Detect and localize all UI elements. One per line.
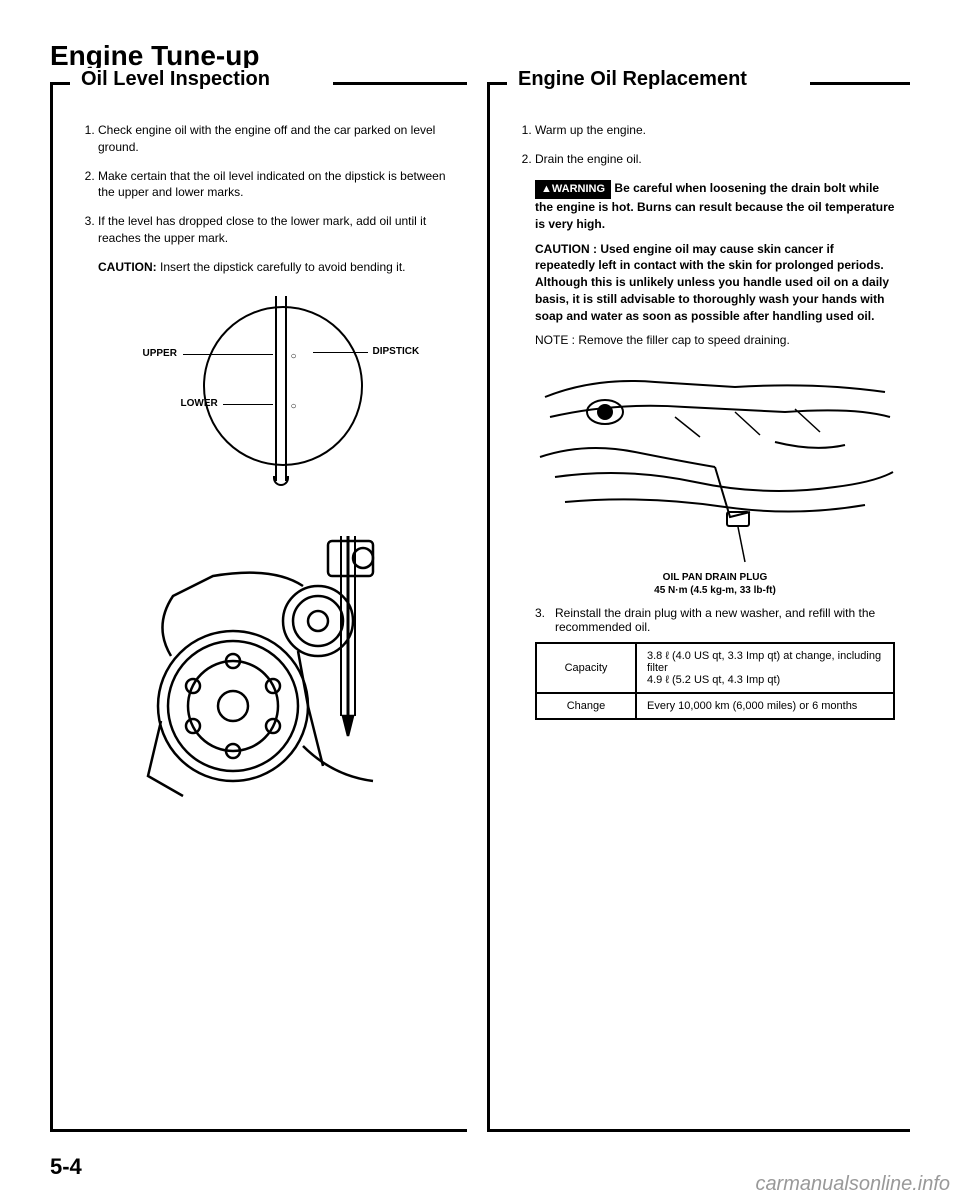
engine-svg — [123, 526, 403, 806]
cell-capacity-value: 3.8 ℓ (4.0 US qt, 3.3 Imp qt) at change,… — [636, 643, 894, 693]
left-section-title: Oil Level Inspection — [81, 68, 270, 90]
caution-text: Insert the dipstick carefully to avoid b… — [160, 260, 405, 274]
cell-change-label: Change — [536, 693, 636, 719]
left-step-3: If the level has dropped close to the lo… — [98, 213, 452, 247]
caution-label: CAUTION: — [98, 260, 157, 274]
table-row: Capacity 3.8 ℓ (4.0 US qt, 3.3 Imp qt) a… — [536, 643, 894, 693]
right-step-2: Drain the engine oil. — [535, 151, 895, 168]
lower-line — [223, 404, 273, 405]
note-text: Remove the filler cap to speed draining. — [578, 333, 789, 347]
left-step-2: Make certain that the oil level indicate… — [98, 168, 452, 202]
label-lower: LOWER — [181, 398, 218, 409]
step3-text: Reinstall the drain plug with a new wash… — [555, 606, 895, 634]
page: Engine Tune-up Oil Level Inspection Chec… — [0, 0, 960, 1200]
step-3: 3. Reinstall the drain plug with a new w… — [535, 606, 895, 634]
mark-upper: ○ — [291, 351, 297, 362]
warning-badge: ▲WARNING — [535, 180, 611, 199]
columns: Oil Level Inspection Check engine oil wi… — [50, 82, 910, 1132]
right-steps-a: Warm up the engine. Drain the engine oil… — [510, 122, 895, 168]
label-upper: UPPER — [143, 348, 177, 359]
plug-label: OIL PAN DRAIN PLUG — [535, 572, 895, 583]
watermark: carmanualsonline.info — [755, 1173, 950, 1196]
right-column: Engine Oil Replacement Warm up the engin… — [487, 82, 910, 1132]
mark-lower: ○ — [291, 401, 297, 412]
dipstick-stem — [275, 296, 287, 481]
page-number: 5-4 — [50, 1154, 82, 1180]
label-dipstick: DIPSTICK — [373, 346, 420, 357]
dipstick-figure: ○ ○ UPPER LOWER DIPSTICK — [113, 306, 413, 506]
oil-pan-svg — [535, 367, 895, 567]
right-section-title: Engine Oil Replacement — [518, 68, 747, 91]
cell-change-value: Every 10,000 km (6,000 miles) or 6 month… — [636, 693, 894, 719]
left-steps: Check engine oil with the engine off and… — [73, 122, 452, 247]
left-column: Oil Level Inspection Check engine oil wi… — [50, 82, 467, 1132]
left-step-1: Check engine oil with the engine off and… — [98, 122, 452, 156]
caution-block: CAUTION : Used engine oil may cause skin… — [535, 241, 895, 325]
dipstick-line — [313, 352, 368, 353]
caution-label-r: CAUTION : — [535, 242, 597, 256]
table-row: Change Every 10,000 km (6,000 miles) or … — [536, 693, 894, 719]
engine-figure — [123, 526, 403, 806]
cell-capacity-label: Capacity — [536, 643, 636, 693]
right-step-1: Warm up the engine. — [535, 122, 895, 139]
right-title-wrap: Engine Oil Replacement — [510, 68, 755, 91]
dipstick-tip — [273, 476, 289, 486]
left-caution: CAUTION: Insert the dipstick carefully t… — [98, 259, 452, 276]
note-block: NOTE : Remove the filler cap to speed dr… — [535, 333, 895, 347]
note-label: NOTE : — [535, 333, 575, 347]
oil-pan-figure — [535, 367, 895, 567]
plug-torque: 45 N·m (4.5 kg-m, 33 lb-ft) — [535, 585, 895, 596]
spec-table: Capacity 3.8 ℓ (4.0 US qt, 3.3 Imp qt) a… — [535, 642, 895, 720]
left-title-wrap: Oil Level Inspection — [73, 68, 278, 91]
warning-block: ▲WARNING Be careful when loosening the d… — [535, 180, 895, 233]
step3-num: 3. — [535, 606, 545, 634]
upper-line — [183, 354, 273, 355]
